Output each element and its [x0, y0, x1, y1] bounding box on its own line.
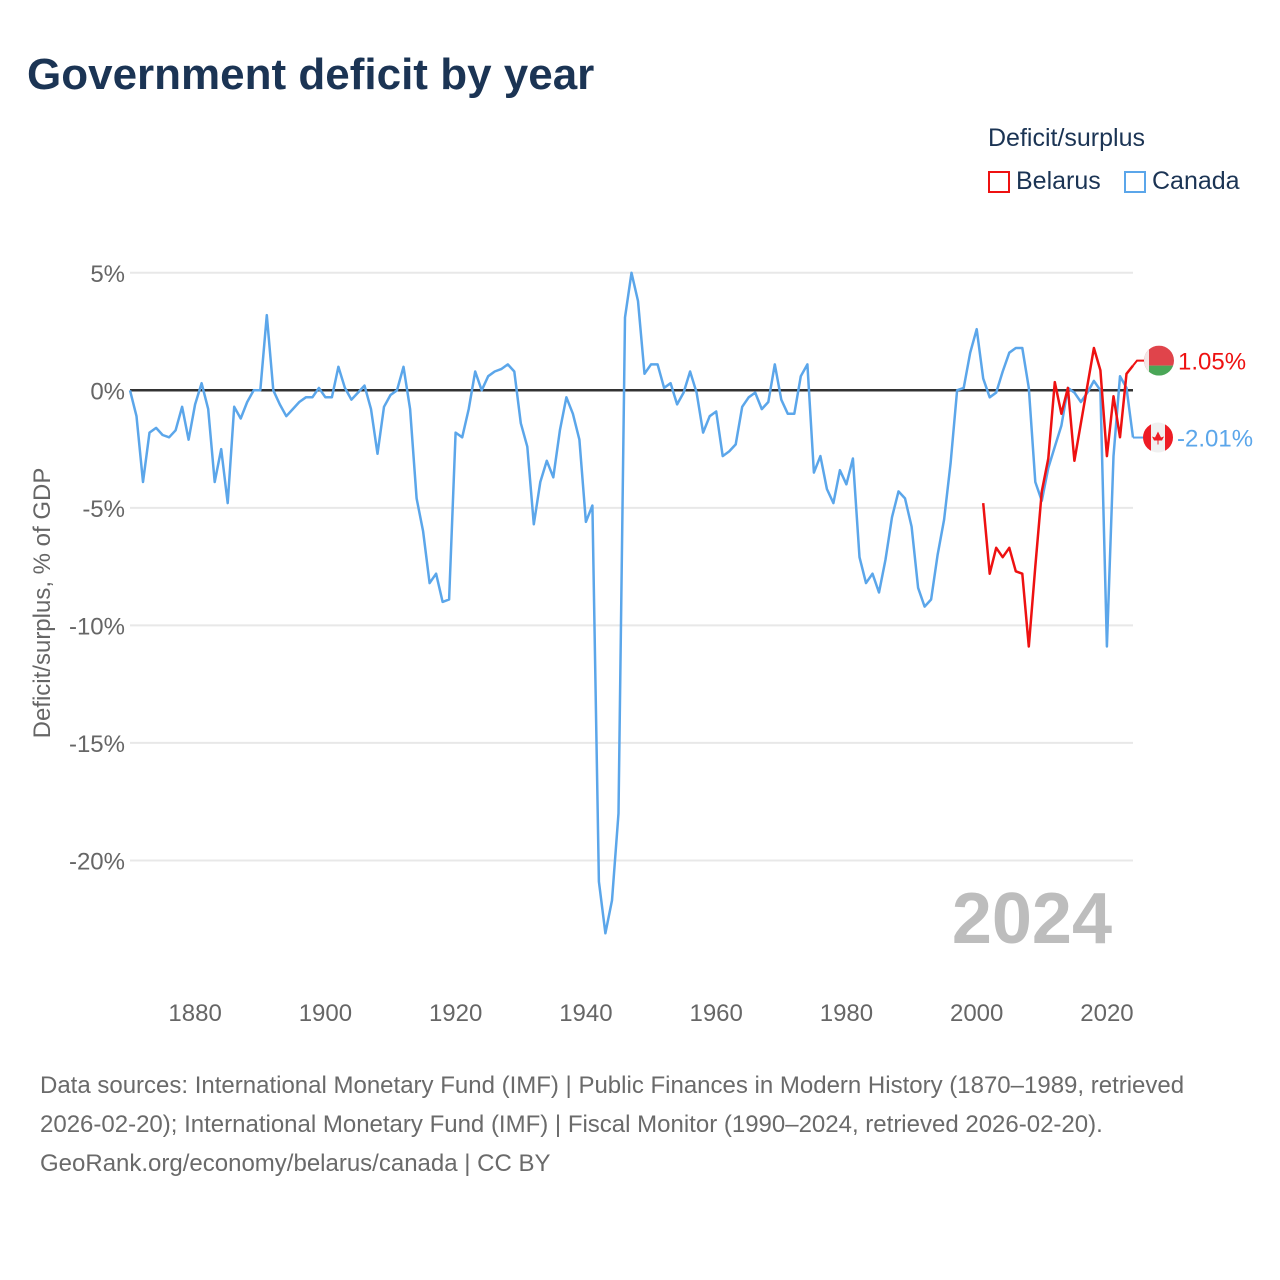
x-tick-label: 1980 — [820, 1000, 873, 1027]
belarus-flag-icon — [1144, 345, 1174, 376]
current-year-watermark: 2024 — [952, 879, 1112, 959]
x-tick-label: 1960 — [689, 1000, 742, 1027]
legend-title: Deficit/surplus — [988, 124, 1145, 152]
series-line-canada — [128, 271, 1135, 935]
y-tick-label: -15% — [69, 731, 125, 758]
end-label-canada: -2.01% — [1177, 426, 1253, 453]
x-tick-label: 1940 — [559, 1000, 612, 1027]
legend-swatch-belarus — [988, 170, 1010, 193]
flag-red — [1144, 345, 1174, 366]
legend-item-canada[interactable]: Canada — [1124, 167, 1240, 196]
x-tick-label: 2000 — [950, 1000, 1003, 1027]
canada-flag-icon — [1143, 422, 1173, 453]
y-tick-label: 0% — [90, 378, 125, 405]
x-tick-label: 1880 — [168, 1000, 221, 1027]
flag-green — [1144, 365, 1174, 376]
legend-label-canada: Canada — [1152, 167, 1240, 195]
footer: Data sources: International Monetary Fun… — [40, 1066, 1240, 1183]
legend-label-belarus: Belarus — [1016, 167, 1101, 195]
credit-link[interactable]: GeoRank.org/economy/belarus/canada | CC … — [40, 1150, 551, 1177]
x-tick-label: 2020 — [1080, 1000, 1133, 1027]
legend-swatch-canada — [1124, 170, 1146, 193]
end-label-belarus: 1.05% — [1178, 349, 1246, 376]
y-tick-label: -10% — [69, 613, 125, 640]
data-sources: Data sources: International Monetary Fun… — [40, 1072, 1185, 1138]
legend-item-belarus[interactable]: Belarus — [988, 167, 1101, 196]
x-tick-label: 1920 — [429, 1000, 482, 1027]
maple-leaf-icon — [1152, 431, 1164, 445]
y-tick-label: -20% — [69, 848, 125, 875]
y-tick-label: -5% — [82, 496, 125, 523]
flag-red-left — [1143, 422, 1151, 453]
line-chart: 5% 0% -5% -10% -15% -20% 1880 1900 1920 1940 1960 1… — [29, 261, 1253, 1027]
x-tick-label: 1900 — [299, 1000, 352, 1027]
flag-ornament — [1144, 345, 1149, 376]
end-connector-belarus — [1132, 359, 1145, 367]
y-axis-label: Deficit/surplus, % of GDP — [29, 468, 56, 739]
y-tick-label: 5% — [90, 261, 125, 288]
flag-red-right — [1165, 422, 1173, 453]
series-line-belarus — [981, 346, 1134, 648]
chart-title: Government deficit by year — [27, 50, 595, 99]
